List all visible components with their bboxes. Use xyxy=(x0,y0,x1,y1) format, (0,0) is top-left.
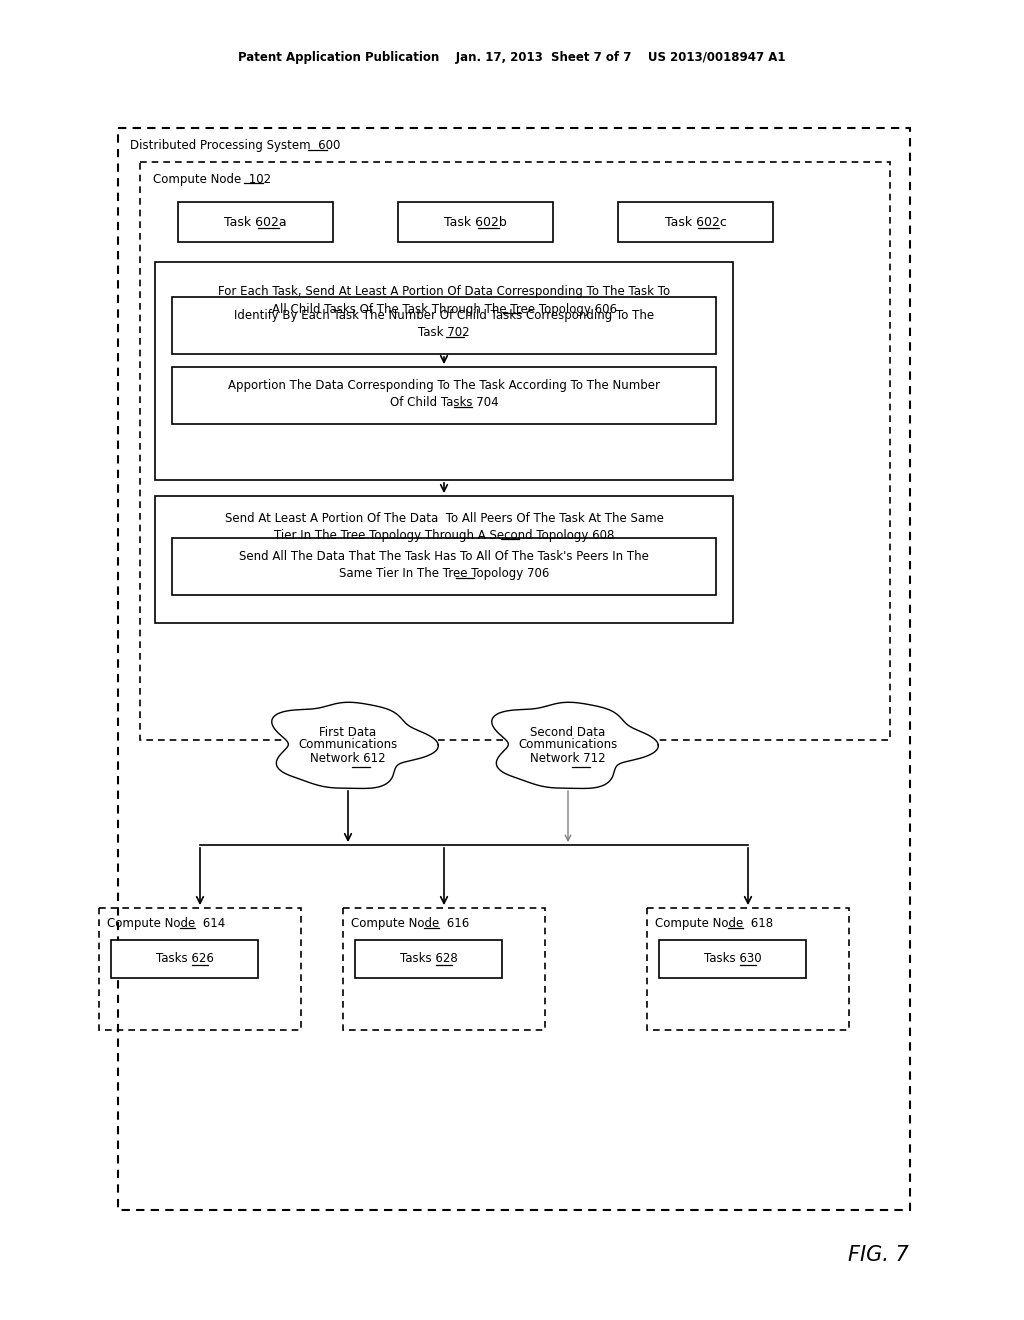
Text: Second Data: Second Data xyxy=(530,726,605,738)
Text: Patent Application Publication    Jan. 17, 2013  Sheet 7 of 7    US 2013/0018947: Patent Application Publication Jan. 17, … xyxy=(239,51,785,65)
Bar xyxy=(172,297,716,354)
Text: Same Tier In The Tree Topology 706: Same Tier In The Tree Topology 706 xyxy=(339,568,549,581)
Text: FIG. 7: FIG. 7 xyxy=(848,1245,908,1265)
Text: Tasks 628: Tasks 628 xyxy=(399,953,458,965)
Text: Tasks 626: Tasks 626 xyxy=(156,953,213,965)
Text: Communications: Communications xyxy=(298,738,397,751)
Polygon shape xyxy=(271,702,438,788)
Text: Task 702: Task 702 xyxy=(418,326,470,339)
Text: Compute Node  614: Compute Node 614 xyxy=(106,917,225,931)
Text: Send All The Data That The Task Has To All Of The Task's Peers In The: Send All The Data That The Task Has To A… xyxy=(239,550,649,564)
Text: Identify By Each Task The Number Of Child Tasks Corresponding To The: Identify By Each Task The Number Of Chil… xyxy=(233,309,654,322)
Text: Apportion The Data Corresponding To The Task According To The Number: Apportion The Data Corresponding To The … xyxy=(228,380,660,392)
Bar xyxy=(111,940,258,978)
Text: Communications: Communications xyxy=(518,738,617,751)
Bar xyxy=(647,908,849,1030)
Text: Network 612: Network 612 xyxy=(310,751,386,764)
Text: Distributed Processing System  600: Distributed Processing System 600 xyxy=(130,140,340,153)
Bar xyxy=(155,496,733,623)
Bar xyxy=(178,202,333,242)
Text: Compute Node  102: Compute Node 102 xyxy=(153,173,271,186)
Bar xyxy=(155,261,733,480)
Text: Task 602b: Task 602b xyxy=(444,215,507,228)
Text: Tasks 630: Tasks 630 xyxy=(703,953,761,965)
Bar xyxy=(140,162,890,741)
Text: Network 712: Network 712 xyxy=(530,751,606,764)
Text: Of Child Tasks 704: Of Child Tasks 704 xyxy=(390,396,499,409)
Text: First Data: First Data xyxy=(319,726,377,738)
Bar xyxy=(172,539,716,595)
Text: Compute Node  616: Compute Node 616 xyxy=(351,917,469,931)
Bar xyxy=(172,367,716,424)
Bar xyxy=(343,908,545,1030)
Text: Task 602c: Task 602c xyxy=(665,215,726,228)
Text: Tier In The Tree Topology Through A Second Topology 608: Tier In The Tree Topology Through A Seco… xyxy=(273,528,614,541)
Bar xyxy=(118,128,910,1210)
Bar xyxy=(659,940,806,978)
Text: Compute Node  618: Compute Node 618 xyxy=(655,917,773,931)
Polygon shape xyxy=(492,702,658,788)
Bar xyxy=(398,202,553,242)
Text: Send At Least A Portion Of The Data  To All Peers Of The Task At The Same: Send At Least A Portion Of The Data To A… xyxy=(224,511,664,524)
Text: All Child Tasks Of The Task Through The Tree Topology 606: All Child Tasks Of The Task Through The … xyxy=(271,302,616,315)
Bar xyxy=(355,940,502,978)
Text: Task 602a: Task 602a xyxy=(224,215,287,228)
Bar xyxy=(99,908,301,1030)
Text: For Each Task, Send At Least A Portion Of Data Corresponding To The Task To: For Each Task, Send At Least A Portion O… xyxy=(218,285,670,298)
Bar xyxy=(618,202,773,242)
